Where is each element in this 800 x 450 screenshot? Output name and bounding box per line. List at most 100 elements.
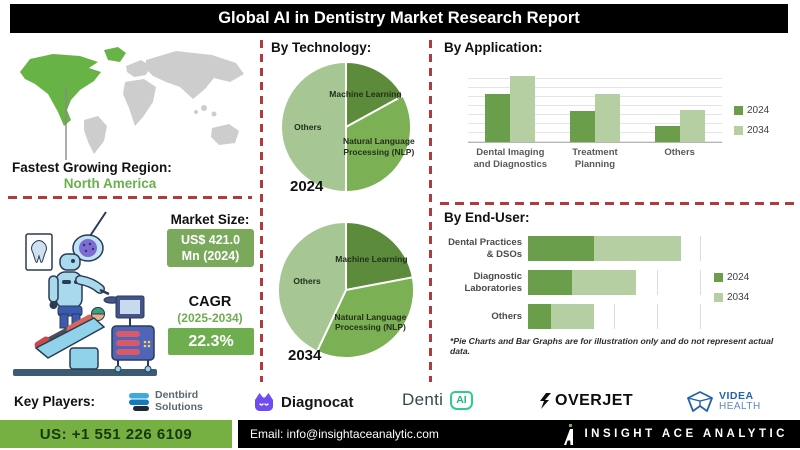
pie-slice: [277, 220, 347, 353]
logo-diagnocat: Diagnocat: [252, 390, 354, 414]
application-section: By Application: Dental Imaging and Diagn…: [440, 38, 796, 200]
diagnocat-cat-icon: [255, 393, 273, 411]
bar-2034: [594, 93, 620, 142]
cagr-period: (2025-2034): [177, 311, 243, 325]
bar-2024: [569, 111, 595, 142]
overjet-name: OVERJET: [555, 392, 634, 409]
legend-label: 2024: [727, 271, 750, 283]
report-title: Global AI in Dentistry Market Research R…: [10, 4, 788, 33]
dentbird-icon: [129, 392, 149, 411]
pie-slice-label: Natural Language Processing (NLP): [334, 311, 407, 332]
application-bar-chart: Dental Imaging and Diagnostics Treatment …: [468, 70, 769, 171]
disclaimer-note: *Pie Charts and Bar Graphs are for illus…: [450, 336, 774, 356]
diagnocat-name: Diagnocat: [281, 393, 354, 411]
legend-swatch: [714, 272, 723, 282]
denti-name: Denti: [402, 390, 444, 409]
phone-banner: US: +1 551 226 6109: [0, 420, 232, 448]
overjet-bolt-icon: [540, 393, 551, 409]
bar-2024: [654, 126, 680, 142]
pie-svg: [280, 60, 413, 194]
hbar-segment-2034: [594, 236, 682, 261]
legend-label: 2024: [747, 104, 770, 116]
legend-item: 2034: [734, 125, 769, 136]
pie-chart-2034: Machine Learning Natural Language Process…: [276, 220, 416, 360]
application-plot-area: [468, 70, 722, 143]
insight-ace-logo-icon: [564, 423, 574, 445]
section-heading-application: By Application:: [444, 40, 543, 55]
hbar-track: [528, 236, 702, 261]
videa-name-line2: HEALTH: [719, 401, 761, 413]
pie-year-label-2034: 2034: [288, 347, 322, 364]
pie-slice: [315, 276, 415, 359]
section-heading-end-user: By End-User:: [444, 210, 530, 225]
market-size-value-box: US$ 421.0 Mn (2024): [167, 229, 254, 267]
cagr-value-box: 22.3%: [168, 328, 254, 355]
pie-slice-label: Machine Learning: [329, 89, 402, 100]
fastest-growing-region-value: North America: [63, 176, 157, 191]
hbar-category-label: Others: [491, 310, 522, 322]
footer-bar: Email: info@insightaceanalytic.com INSIG…: [238, 420, 800, 448]
bar-2024: [485, 93, 511, 142]
hbar-segment-2024: [528, 236, 595, 261]
fastest-growing-region-label: Fastest Growing Region:: [12, 160, 172, 175]
pie-slice-label: Others: [294, 121, 322, 132]
pie-slice-label: Natural Language Processing (NLP): [342, 136, 415, 157]
hbar-category-label: Dental Practices & DSOs: [448, 236, 522, 260]
hbar-segment-2024: [528, 270, 572, 295]
dental-robot-illustration: [10, 208, 160, 386]
end-user-section: By End-User: Dental Practices & DSOs Diag…: [440, 208, 796, 358]
application-legend: 2024 2034: [734, 105, 769, 136]
hbar-row: Others: [440, 304, 702, 329]
cagr-label: CAGR: [188, 294, 232, 310]
logo-denti-ai: Denti AI: [402, 390, 473, 410]
market-size-value-line1: US$ 421.0: [180, 232, 241, 247]
bar-group: [569, 70, 620, 142]
bar-2034: [510, 76, 536, 142]
pie-slice: [345, 220, 414, 292]
hbar-segment-2024: [528, 304, 551, 329]
pie-slice: [345, 60, 405, 129]
insight-ace-brand: INSIGHT ACE ANALYTIC: [563, 423, 800, 445]
pie-chart-2024: Machine Learning Natural Language Process…: [279, 60, 415, 194]
application-category-labels: Dental Imaging and Diagnostics Treatment …: [468, 147, 722, 171]
end-user-bar-chart: Dental Practices & DSOs Diagnostic Labora…: [440, 236, 749, 338]
category-label: Others: [664, 147, 695, 158]
section-heading-technology: By Technology:: [271, 40, 372, 55]
legend-swatch: [734, 125, 743, 135]
legend-swatch: [734, 105, 743, 115]
pie-year-label-2024: 2024: [290, 178, 324, 195]
market-size-heading: Market Size:: [170, 212, 250, 227]
legend-label: 2034: [747, 124, 770, 136]
logo-dentbird-solutions: Dentbird Solutions: [128, 389, 203, 413]
legend-item: 2024: [714, 272, 749, 283]
hbar-row: Diagnostic Laboratories: [440, 270, 702, 295]
pie-slice-label: Machine Learning: [335, 254, 408, 265]
insight-ace-brand-text: INSIGHT ACE ANALYTIC: [584, 428, 788, 440]
legend-swatch: [714, 292, 723, 302]
denti-ai-badge: AI: [450, 390, 473, 410]
hbar-track: [528, 304, 702, 329]
key-players-label: Key Players:: [14, 394, 96, 409]
bar-2034: [679, 109, 705, 142]
end-user-rows: Dental Practices & DSOs Diagnostic Labora…: [440, 236, 702, 338]
hbar-row: Dental Practices & DSOs: [440, 236, 702, 261]
category-label: Treatment Planning: [572, 147, 618, 170]
hbar-track: [528, 270, 702, 295]
world-map-icon: [20, 47, 244, 160]
pie-slice: [345, 94, 413, 194]
videa-tooth-icon: [687, 391, 713, 412]
videa-name-line1: VIDEA: [719, 390, 754, 403]
logo-videa-health: VIDEA HEALTH: [686, 390, 761, 414]
hbar-segment-2034: [550, 304, 595, 329]
end-user-legend: 2024 2034: [714, 272, 749, 303]
divider-dashed-vertical-2: [429, 40, 432, 382]
category-label: Dental Imaging and Diagnostics: [473, 147, 548, 170]
market-size-value-line2: Mn (2024): [181, 249, 240, 263]
hbar-segment-2034: [571, 270, 636, 295]
divider-dashed-right: [440, 202, 794, 205]
logo-overjet: OVERJET: [538, 392, 633, 410]
legend-label: 2034: [727, 291, 750, 303]
dentbird-name-line2: Solutions: [155, 400, 203, 413]
world-map: [8, 42, 256, 162]
